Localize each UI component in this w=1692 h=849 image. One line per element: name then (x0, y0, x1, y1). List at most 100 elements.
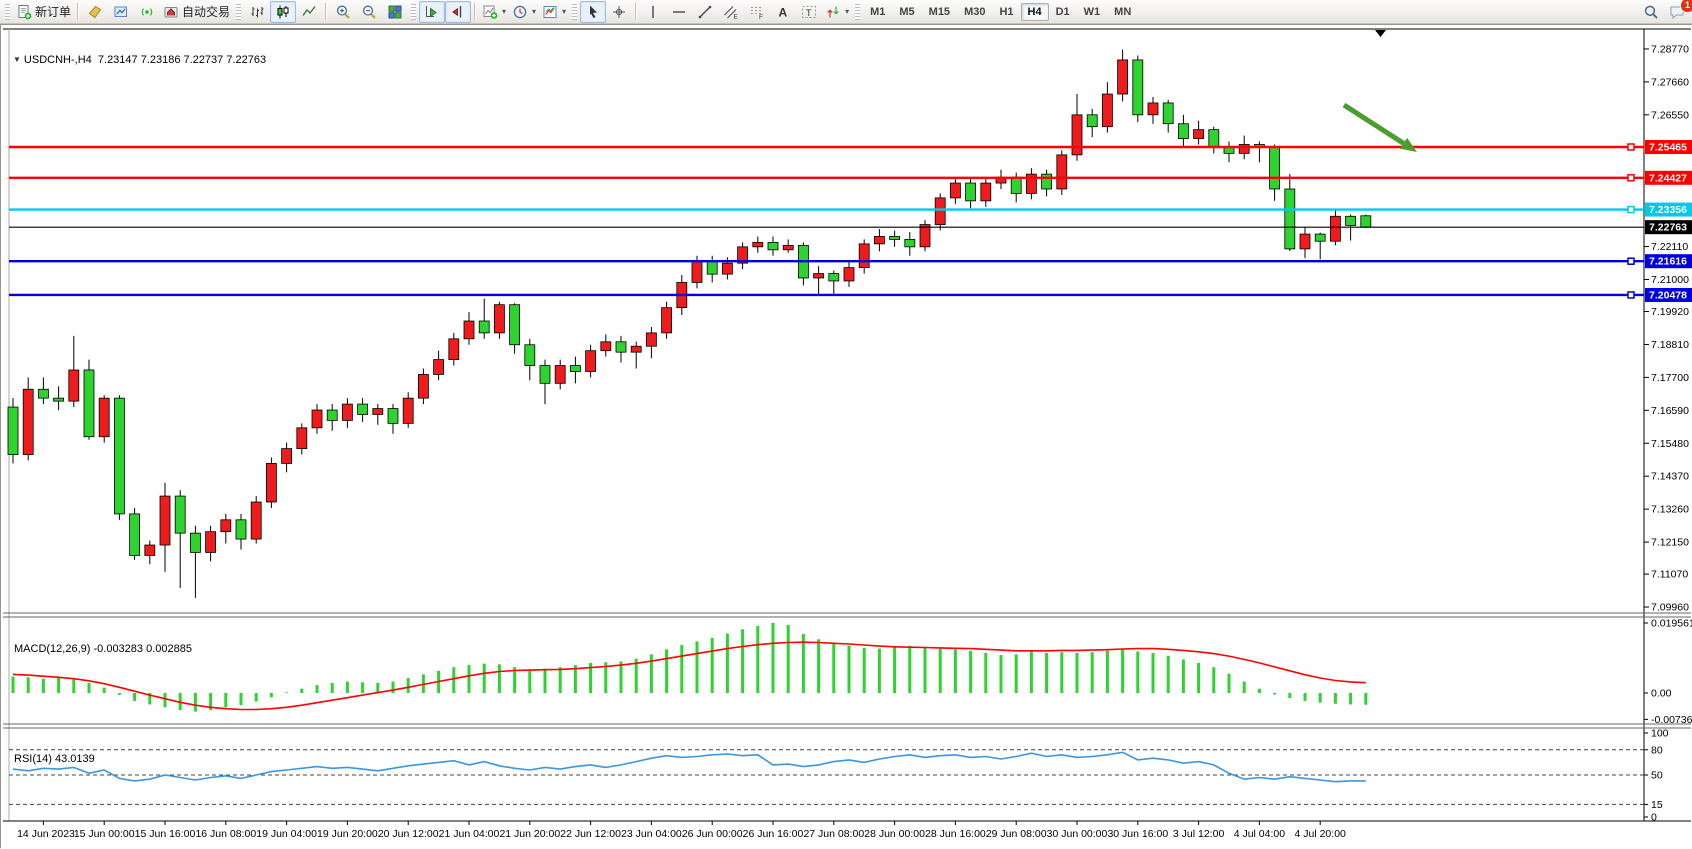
rsi-panel[interactable]: 100 80 50 150 (9, 728, 1669, 824)
timeframe-button-h4[interactable]: H4 (1020, 2, 1049, 21)
candle-up (22, 388, 34, 455)
macd-signal-line (12, 641, 1366, 711)
candlestick-chart-button[interactable] (270, 0, 297, 23)
notifications-button[interactable]: 1 (1664, 0, 1692, 23)
cursor-button[interactable] (580, 0, 607, 23)
timeframe-button-m1[interactable]: M1 (870, 5, 886, 18)
zoom-out-button[interactable] (356, 1, 382, 23)
zoom-in-button[interactable] (330, 1, 356, 23)
new-order-button-label: 新订单 (35, 5, 72, 19)
macd-panel[interactable]: 0.019561 0.00 -0.007367 (11, 618, 1692, 726)
dropdown-caret-icon[interactable]: ▾ (845, 7, 850, 16)
market-watch-icon (88, 5, 102, 18)
candle-down (129, 513, 141, 556)
vertical-line-button[interactable] (640, 1, 666, 23)
auto-scroll-button[interactable] (419, 0, 446, 23)
tile-windows-button[interactable] (382, 1, 408, 23)
candle-down (1208, 129, 1220, 148)
text-button[interactable]: A (770, 1, 796, 23)
horizontal-price-line[interactable]: 7.21616 (9, 254, 1692, 269)
line-drag-handle[interactable] (1627, 257, 1635, 265)
horizontal-price-line[interactable]: 7.23356 (9, 202, 1692, 217)
timeframe-button-mn[interactable]: MN (1114, 5, 1132, 18)
horizontal-price-line[interactable]: 7.20478 (9, 287, 1692, 302)
new-order-button[interactable]: 新订单 (13, 1, 74, 23)
svg-text:0: 0 (1651, 812, 1657, 824)
templates-button[interactable]: ▾ (539, 1, 569, 23)
timeframe-button-h1[interactable]: H1 (999, 5, 1014, 18)
line-drag-handle[interactable] (1627, 205, 1635, 214)
candle-down (83, 369, 95, 438)
price-badge (1645, 140, 1692, 154)
indicators-button[interactable]: ▾ (479, 1, 509, 23)
line-drag-handle[interactable] (1627, 174, 1635, 182)
svg-text:21 Jun 20:00: 21 Jun 20:00 (499, 828, 560, 840)
fibonacci-button[interactable]: F (744, 1, 770, 23)
candle-up (144, 544, 156, 556)
line-drag-handle[interactable] (1627, 143, 1635, 151)
candle-down (1086, 114, 1098, 128)
timeframe-button-m30[interactable]: M30 (964, 5, 986, 18)
crosshair-button[interactable] (606, 1, 632, 23)
line-chart-button[interactable] (296, 1, 322, 23)
trendline-button[interactable] (692, 1, 718, 23)
svg-text:0.019561: 0.019561 (1651, 618, 1692, 630)
candle-up (630, 345, 642, 353)
data-window-icon (114, 6, 128, 17)
chart-shift-marker-icon[interactable] (1375, 30, 1386, 37)
equidistant-channel-button[interactable]: E (718, 1, 744, 23)
chart-menu-triangle-icon[interactable]: ▼ (13, 55, 21, 64)
periods-button[interactable]: ▾ (509, 1, 539, 23)
trendline-icon (698, 5, 712, 18)
candlestick-series[interactable] (7, 49, 1372, 598)
dropdown-caret-icon[interactable]: ▾ (502, 7, 507, 16)
dropdown-caret-icon[interactable]: ▾ (532, 7, 537, 16)
timeframe-button-w1[interactable]: W1 (1083, 5, 1101, 18)
timeframe-button-m5[interactable]: M5 (899, 5, 915, 18)
horizontal-price-line[interactable]: 7.24427 (9, 170, 1692, 185)
horizontal-price-line[interactable]: 7.25465 (9, 140, 1692, 154)
auto-trading-button[interactable]: 自动交易 (160, 1, 233, 23)
toolbar-grip-handle[interactable] (411, 3, 417, 20)
data-window-button[interactable] (108, 1, 134, 23)
new-order-icon (18, 4, 32, 19)
svg-text:21 Jun 04:00: 21 Jun 04:00 (439, 828, 500, 840)
svg-text:7.19920: 7.19920 (1651, 306, 1689, 318)
timeframe-button-m15[interactable]: M15 (928, 5, 951, 18)
search-button[interactable] (1638, 1, 1664, 23)
toolbar-grip-handle[interactable] (572, 3, 578, 20)
svg-text:0.00: 0.00 (1651, 688, 1672, 700)
indicators-icon (483, 5, 498, 19)
candle-down (615, 341, 627, 353)
candle-up (402, 397, 414, 424)
chart-shift-button[interactable] (445, 0, 472, 23)
toolbar-grip-handle[interactable] (5, 3, 10, 20)
text-label-button[interactable]: T (796, 1, 822, 23)
bid-line[interactable]: 7.22763 (9, 220, 1692, 235)
candle-up (341, 403, 353, 421)
timeframe-button-d1[interactable]: D1 (1055, 5, 1070, 18)
line-drag-handle[interactable] (1627, 291, 1635, 299)
trend-arrow-annotation[interactable] (1342, 102, 1417, 152)
toolbar-grip-handle[interactable] (855, 3, 861, 20)
bar-chart-button[interactable] (244, 1, 270, 23)
candle-down (1178, 123, 1189, 139)
candle-down (570, 365, 581, 372)
toolbar-grip-handle[interactable] (236, 3, 242, 20)
signals-button[interactable] (134, 1, 160, 23)
price-axis[interactable]: 7.28770 7.27660 7.26550 7.22110 7.21000 7.199… (1644, 43, 1689, 614)
svg-text:7.20478: 7.20478 (1649, 289, 1687, 301)
arrows-button[interactable]: ▾ (822, 1, 852, 23)
dropdown-caret-icon[interactable]: ▾ (562, 7, 567, 16)
chart-title[interactable]: ▼ USDCNH-,H4 7.23147 7.23186 7.22737 7.22… (13, 54, 266, 66)
market-watch-button[interactable] (82, 1, 108, 23)
horizontal-line-button[interactable] (666, 1, 692, 23)
svg-text:7.23356: 7.23356 (1649, 204, 1687, 216)
candle-up (934, 197, 946, 225)
main-toolbar: 新订单 自动交易 ▾ ▾ ▾ E F A T ▾ M1 M5 M15 M30 H1 H4 D1 W1 MN 1 (0, 0, 1692, 24)
svg-text:A: A (779, 5, 788, 19)
price-chart[interactable]: 7.28770 7.27660 7.26550 7.22110 7.21000 7.199… (1, 25, 1692, 849)
svg-text:7.22110: 7.22110 (1651, 241, 1688, 253)
chart-window[interactable]: 7.28770 7.27660 7.26550 7.22110 7.21000 7.199… (0, 24, 1692, 849)
